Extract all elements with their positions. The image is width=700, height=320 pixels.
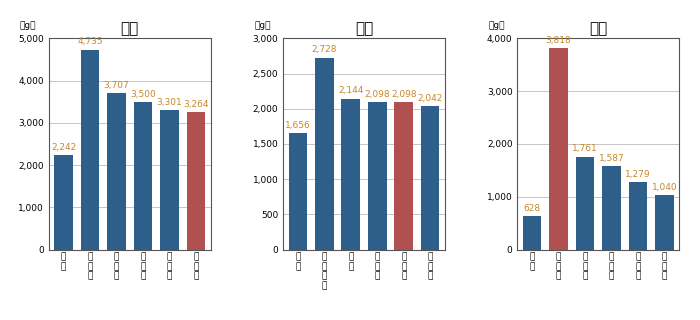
Bar (629, 182, 648, 250)
Title: えび: えび (355, 21, 373, 36)
Text: （g）: （g） (254, 21, 271, 30)
Text: 1,656: 1,656 (285, 121, 311, 130)
Text: 1,279: 1,279 (625, 170, 651, 179)
Bar (602, 166, 621, 250)
Text: 3,818: 3,818 (545, 36, 571, 45)
Bar (160, 110, 178, 250)
Text: 2,242: 2,242 (51, 143, 76, 152)
Text: 628: 628 (524, 204, 540, 213)
Text: 3,264: 3,264 (183, 100, 209, 108)
Text: 1,761: 1,761 (572, 144, 598, 154)
Bar (80, 50, 99, 250)
Text: 2,144: 2,144 (338, 86, 363, 95)
Title: いか: いか (120, 21, 139, 36)
Bar (134, 102, 153, 250)
Bar (550, 48, 568, 250)
Bar (575, 156, 594, 250)
Text: 2,728: 2,728 (312, 45, 337, 54)
Bar (523, 216, 541, 250)
Bar (421, 106, 440, 250)
Bar (288, 133, 307, 250)
Bar (55, 155, 73, 250)
Bar (315, 58, 333, 250)
Bar (655, 195, 673, 250)
Text: 3,500: 3,500 (130, 90, 156, 99)
Text: 1,040: 1,040 (652, 182, 677, 191)
Bar (107, 93, 126, 250)
Text: （g）: （g） (20, 21, 36, 30)
Title: かに: かに (589, 21, 608, 36)
Text: 2,098: 2,098 (365, 90, 390, 99)
Bar (342, 99, 360, 250)
Bar (187, 112, 205, 250)
Bar (368, 102, 386, 250)
Bar (395, 102, 413, 250)
Text: 3,707: 3,707 (104, 81, 130, 90)
Text: 3,301: 3,301 (157, 98, 183, 107)
Text: 2,042: 2,042 (417, 94, 443, 103)
Text: 2,098: 2,098 (391, 90, 416, 99)
Text: 1,587: 1,587 (598, 154, 624, 163)
Text: 4,735: 4,735 (77, 37, 103, 46)
Text: （g）: （g） (489, 21, 505, 30)
